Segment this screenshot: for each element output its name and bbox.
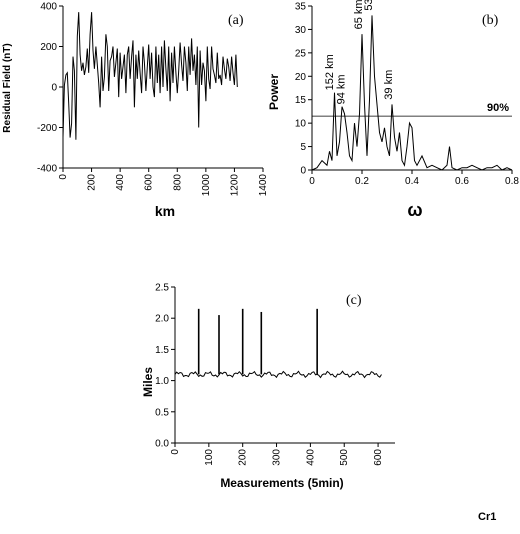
x-tick-label: 100: [204, 449, 215, 466]
peak-annotation: 152 km: [324, 54, 336, 90]
peak-annotation: 39 km: [383, 70, 395, 100]
x-tick-label: 1000: [201, 174, 212, 197]
y-tick-label: 0.5: [155, 407, 169, 418]
peak-annotation: 94 km: [336, 74, 348, 104]
y-tick-label: 0: [51, 83, 57, 94]
y-tick-label: 20: [295, 72, 307, 83]
x-tick-label: 0: [58, 174, 69, 180]
y-tick-label: 0: [300, 166, 306, 177]
x-tick-label: 600: [144, 174, 155, 191]
y-tick-label: 1.0: [155, 376, 169, 387]
x-tick-label: 0.2: [355, 176, 369, 187]
x-tick-label: 1400: [258, 174, 269, 197]
figure-id: Cr1: [478, 511, 496, 523]
y-tick-label: 5: [300, 142, 306, 153]
x-tick-label: 500: [339, 449, 350, 466]
y-tick-label: 200: [40, 42, 57, 53]
panel-a-xlabel: km: [155, 203, 175, 219]
panel-b-xlabel: ω: [407, 200, 422, 220]
y-tick-label: 0.0: [155, 439, 169, 450]
x-tick-label: 0: [170, 449, 181, 455]
panel-a-ylabel: Residual Field (nT): [2, 43, 13, 132]
panel-c-label: (c): [346, 293, 362, 308]
power-spectrum-series-line: [311, 15, 513, 171]
y-tick-label: 10: [295, 119, 307, 130]
panel-b-chart: 0 5 10 15 20 25 30 35 0 0.2 0.4 0.6 0.8 90% 152 km 94 k…: [295, 0, 520, 187]
panel-a-label: (a): [228, 13, 244, 28]
peak-annotation: 65 km: [353, 0, 365, 29]
y-tick-label: 15: [295, 95, 307, 106]
y-tick-label: -200: [37, 123, 57, 134]
y-tick-label: 1.5: [155, 345, 169, 356]
y-tick-label: 30: [295, 25, 307, 36]
peak-annotation: 53 km: [363, 0, 375, 11]
panel-c-chart: 0.0 0.5 1.0 1.5 2.0 2.5 0 100 200 300 400 500 600: [155, 283, 395, 466]
y-tick-label: -400: [37, 164, 57, 175]
x-tick-label: 800: [172, 174, 183, 191]
residual-field-series-line: [62, 12, 238, 140]
x-tick-label: 300: [272, 449, 283, 466]
y-tick-label: 2.5: [155, 283, 169, 294]
x-tick-label: 0.8: [505, 176, 519, 187]
panel-a-chart: -400 -200 0 200 400 0 200 400 600 800 1000 1200 1400: [37, 2, 269, 197]
x-tick-label: 400: [305, 449, 316, 466]
y-tick-label: 2.0: [155, 314, 169, 325]
x-tick-label: 200: [238, 449, 249, 466]
y-tick-label: 400: [40, 2, 57, 13]
panel-b-label: (b): [482, 13, 499, 28]
panel-b-ylabel: Power: [267, 74, 281, 110]
baseline-series-line: [174, 370, 382, 379]
x-tick-label: 1200: [229, 174, 240, 197]
x-tick-label: 0: [309, 176, 315, 187]
panel-c-ylabel: Miles: [141, 367, 155, 397]
x-tick-label: 0.4: [405, 176, 419, 187]
panel-c-xlabel: Measurements (5min): [220, 476, 343, 490]
y-tick-label: 25: [295, 48, 307, 59]
y-tick-label: 35: [295, 2, 307, 13]
x-tick-label: 600: [373, 449, 384, 466]
x-tick-label: 400: [115, 174, 126, 191]
x-tick-label: 200: [87, 174, 98, 191]
x-tick-label: 0.6: [455, 176, 469, 187]
confidence-90-label: 90%: [487, 102, 509, 114]
